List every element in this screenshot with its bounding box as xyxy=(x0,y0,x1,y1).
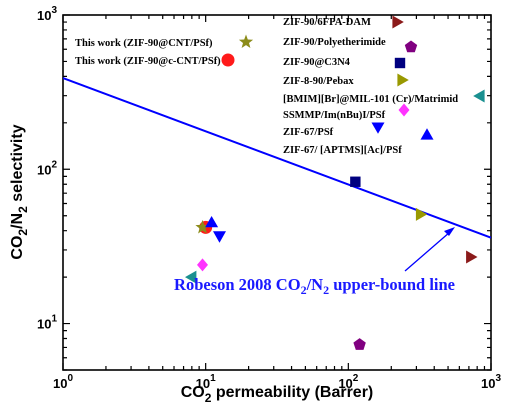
legend-label: ZIF-8-90/Pebax xyxy=(283,76,354,87)
legend-label: [BMIM][Br]@MIL-101 (Cr)/Matrimid xyxy=(283,94,458,105)
data-point xyxy=(353,338,366,350)
legend-label: ZIF-67/PSf xyxy=(283,127,334,138)
data-point xyxy=(213,231,226,243)
x-axis-title: CO2​ permeability (Barrer) xyxy=(181,384,374,403)
data-point xyxy=(197,258,208,272)
y-tick-label: 103 xyxy=(37,5,57,23)
legend-label: ZIF-90/6FPA-DAM xyxy=(283,17,371,28)
legend-marker xyxy=(420,128,434,140)
legend-label: This work (ZIF-90@c-CNT/PSf) xyxy=(75,56,221,67)
x-tick-label: 102 xyxy=(338,373,358,391)
data-point xyxy=(466,250,478,264)
plot-area xyxy=(62,14,492,371)
x-tick-label: 101 xyxy=(196,373,216,391)
legend-marker xyxy=(371,122,385,134)
arrowhead xyxy=(444,227,455,236)
legend-marker xyxy=(473,89,485,103)
data-point xyxy=(415,207,428,221)
legend-label: ZIF-90@C3N4 xyxy=(283,57,351,68)
y-axis-title: CO2​/N2​ selectivity xyxy=(9,124,30,259)
legend-label: SSMMP/Im(nBu)I/PSf xyxy=(283,110,386,121)
legend-marker xyxy=(394,57,406,69)
legend-label: ZIF-67/ [APTMS][Ac]/PSf xyxy=(283,145,402,156)
y-tick-label: 102 xyxy=(37,159,57,177)
legend-marker xyxy=(397,73,409,87)
data-point xyxy=(350,176,361,187)
data-point xyxy=(195,219,210,234)
legend-label: ZIF-90/Polyetherimide xyxy=(283,37,386,48)
annotation-arrow xyxy=(404,231,451,272)
data-point xyxy=(205,216,219,228)
tick-marks xyxy=(62,14,492,371)
legend: This work (ZIF-90@CNT/PSf) This work (ZIF… xyxy=(75,15,485,156)
legend-marker xyxy=(392,15,404,29)
legend-marker xyxy=(238,34,254,48)
data-markers xyxy=(185,176,478,350)
x-tick-label: 103 xyxy=(481,373,501,391)
axis-ticks xyxy=(62,14,492,371)
data-point xyxy=(185,270,197,284)
y-tick-label: 101 xyxy=(37,314,57,332)
axis-tick-labels: 100 101 102 103 101 102 103 xyxy=(37,5,501,391)
legend-marker xyxy=(221,53,235,67)
upper-bound-annotation: Robeson 2008 CO2/N2 upper-bound line xyxy=(174,275,455,297)
x-tick-label: 100 xyxy=(53,373,73,391)
legend-marker xyxy=(404,40,418,53)
legend-label: This work (ZIF-90@CNT/PSf) xyxy=(75,38,213,49)
legend-marker xyxy=(398,103,410,117)
axis-titles: Robeson 2008 CO2/N2 upper-bound line CO2​… xyxy=(9,124,455,403)
